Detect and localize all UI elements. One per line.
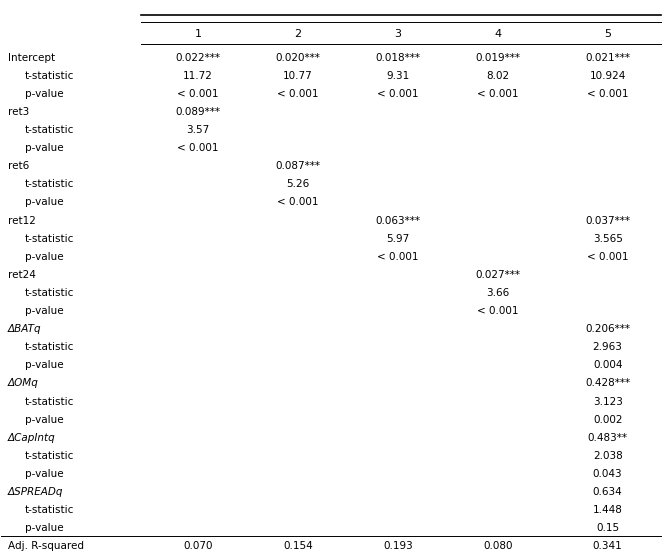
Text: 0.154: 0.154 bbox=[283, 542, 312, 552]
Text: < 0.001: < 0.001 bbox=[377, 89, 419, 99]
Text: p-value: p-value bbox=[25, 89, 64, 99]
Text: 0.021***: 0.021*** bbox=[585, 53, 630, 63]
Text: 3.66: 3.66 bbox=[486, 288, 509, 298]
Text: t-statistic: t-statistic bbox=[25, 396, 74, 406]
Text: < 0.001: < 0.001 bbox=[477, 306, 518, 316]
Text: 0.483**: 0.483** bbox=[587, 433, 628, 443]
Text: 3.565: 3.565 bbox=[593, 234, 623, 244]
Text: t-statistic: t-statistic bbox=[25, 125, 74, 135]
Text: 11.72: 11.72 bbox=[183, 71, 213, 81]
Text: 4: 4 bbox=[494, 29, 501, 39]
Text: ΔBATq: ΔBATq bbox=[8, 324, 41, 334]
Text: p-value: p-value bbox=[25, 143, 64, 153]
Text: ΔSPREADq: ΔSPREADq bbox=[8, 487, 64, 497]
Text: 0.341: 0.341 bbox=[593, 542, 623, 552]
Text: 0.15: 0.15 bbox=[596, 523, 619, 533]
Text: t-statistic: t-statistic bbox=[25, 234, 74, 244]
Text: < 0.001: < 0.001 bbox=[587, 252, 628, 262]
Text: 1: 1 bbox=[195, 29, 201, 39]
Text: 0.043: 0.043 bbox=[593, 469, 622, 479]
Text: 1.448: 1.448 bbox=[593, 505, 623, 515]
Text: t-statistic: t-statistic bbox=[25, 180, 74, 190]
Text: 0.063***: 0.063*** bbox=[375, 216, 420, 226]
Text: ret12: ret12 bbox=[8, 216, 36, 226]
Text: 2.963: 2.963 bbox=[593, 342, 623, 353]
Text: 5.97: 5.97 bbox=[386, 234, 409, 244]
Text: 0.022***: 0.022*** bbox=[175, 53, 220, 63]
Text: p-value: p-value bbox=[25, 415, 64, 425]
Text: ret3: ret3 bbox=[8, 107, 29, 117]
Text: 0.070: 0.070 bbox=[183, 542, 213, 552]
Text: ret6: ret6 bbox=[8, 161, 29, 171]
Text: 2.038: 2.038 bbox=[593, 451, 623, 461]
Text: < 0.001: < 0.001 bbox=[277, 197, 318, 207]
Text: ret24: ret24 bbox=[8, 270, 36, 280]
Text: p-value: p-value bbox=[25, 469, 64, 479]
Text: t-statistic: t-statistic bbox=[25, 342, 74, 353]
Text: < 0.001: < 0.001 bbox=[177, 143, 219, 153]
Text: 0.089***: 0.089*** bbox=[175, 107, 220, 117]
Text: 0.193: 0.193 bbox=[383, 542, 413, 552]
Text: 0.004: 0.004 bbox=[593, 360, 622, 370]
Text: t-statistic: t-statistic bbox=[25, 71, 74, 81]
Text: 0.087***: 0.087*** bbox=[276, 161, 320, 171]
Text: 0.037***: 0.037*** bbox=[585, 216, 630, 226]
Text: 3: 3 bbox=[394, 29, 401, 39]
Text: 0.020***: 0.020*** bbox=[276, 53, 320, 63]
Text: 0.206***: 0.206*** bbox=[585, 324, 630, 334]
Text: 10.924: 10.924 bbox=[589, 71, 626, 81]
Text: 0.634: 0.634 bbox=[593, 487, 623, 497]
Text: ΔCapIntq: ΔCapIntq bbox=[8, 433, 56, 443]
Text: < 0.001: < 0.001 bbox=[277, 89, 318, 99]
Text: 10.77: 10.77 bbox=[283, 71, 312, 81]
Text: < 0.001: < 0.001 bbox=[477, 89, 518, 99]
Text: 0.018***: 0.018*** bbox=[375, 53, 420, 63]
Text: 0.019***: 0.019*** bbox=[475, 53, 520, 63]
Text: p-value: p-value bbox=[25, 252, 64, 262]
Text: t-statistic: t-statistic bbox=[25, 288, 74, 298]
Text: 3.57: 3.57 bbox=[186, 125, 209, 135]
Text: p-value: p-value bbox=[25, 197, 64, 207]
Text: < 0.001: < 0.001 bbox=[587, 89, 628, 99]
Text: 5: 5 bbox=[604, 29, 611, 39]
Text: 0.080: 0.080 bbox=[483, 542, 512, 552]
Text: p-value: p-value bbox=[25, 306, 64, 316]
Text: ΔOMq: ΔOMq bbox=[8, 379, 39, 389]
Text: p-value: p-value bbox=[25, 523, 64, 533]
Text: < 0.001: < 0.001 bbox=[177, 89, 219, 99]
Text: Intercept: Intercept bbox=[8, 53, 55, 63]
Text: 5.26: 5.26 bbox=[286, 180, 310, 190]
Text: Adj. R-squared: Adj. R-squared bbox=[8, 542, 84, 552]
Text: 8.02: 8.02 bbox=[486, 71, 509, 81]
Text: t-statistic: t-statistic bbox=[25, 451, 74, 461]
Text: < 0.001: < 0.001 bbox=[377, 252, 419, 262]
Text: 0.428***: 0.428*** bbox=[585, 379, 630, 389]
Text: p-value: p-value bbox=[25, 360, 64, 370]
Text: 9.31: 9.31 bbox=[386, 71, 409, 81]
Text: t-statistic: t-statistic bbox=[25, 505, 74, 515]
Text: 0.027***: 0.027*** bbox=[475, 270, 520, 280]
Text: 2: 2 bbox=[294, 29, 302, 39]
Text: 0.002: 0.002 bbox=[593, 415, 622, 425]
Text: 3.123: 3.123 bbox=[593, 396, 623, 406]
